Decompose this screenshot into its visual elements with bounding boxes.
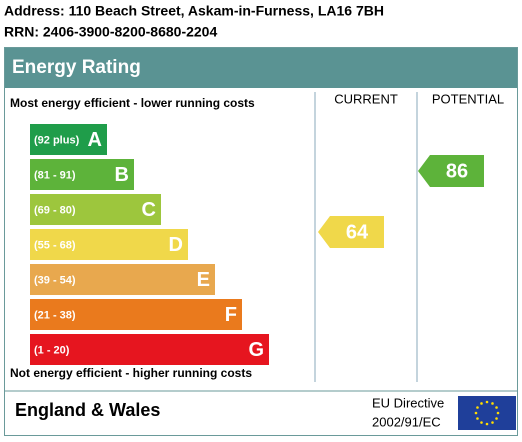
address: Address: 110 Beach Street, Askam-in-Furn… bbox=[4, 3, 384, 19]
star bbox=[495, 417, 498, 420]
star bbox=[496, 411, 500, 415]
frame bbox=[4, 47, 518, 436]
band-range: (21 - 38) bbox=[34, 309, 76, 321]
band-range: (69 - 80) bbox=[34, 204, 76, 216]
rating-arrow bbox=[318, 216, 384, 248]
bottom-label: Not energy efficient - higher running co… bbox=[10, 366, 252, 380]
band-letter: G bbox=[248, 339, 264, 361]
directive: 2002/91/EC bbox=[372, 414, 441, 429]
band-range: (81 - 91) bbox=[34, 169, 76, 181]
band-letter: F bbox=[225, 304, 237, 326]
band bbox=[30, 264, 215, 295]
star bbox=[480, 421, 483, 424]
rating-value: 86 bbox=[446, 160, 468, 182]
band bbox=[30, 194, 161, 225]
band-range: (39 - 54) bbox=[34, 274, 76, 286]
band-range: (55 - 68) bbox=[34, 239, 76, 251]
star bbox=[491, 402, 494, 405]
band-range: (1 - 20) bbox=[34, 344, 70, 356]
star bbox=[491, 421, 494, 424]
star bbox=[476, 417, 479, 420]
rating-value: 64 bbox=[346, 221, 369, 243]
star bbox=[495, 406, 498, 409]
top-label: Most energy efficient - lower running co… bbox=[10, 96, 255, 110]
directive: EU Directive bbox=[372, 395, 444, 410]
band bbox=[30, 159, 134, 190]
band bbox=[30, 299, 242, 330]
star bbox=[476, 406, 479, 409]
region: England & Wales bbox=[15, 400, 160, 420]
band-letter: C bbox=[142, 199, 156, 221]
star bbox=[474, 411, 478, 415]
band-letter: D bbox=[169, 234, 183, 256]
title-bar bbox=[5, 48, 517, 88]
band bbox=[30, 124, 107, 155]
band-range: (92 plus) bbox=[34, 134, 80, 146]
star bbox=[480, 402, 483, 405]
potential-header: POTENTIAL bbox=[432, 91, 504, 106]
rating-arrow bbox=[418, 155, 484, 187]
rrn: RRN: 2406-3900-8200-8680-2204 bbox=[4, 24, 217, 40]
band bbox=[30, 334, 269, 365]
star bbox=[485, 422, 489, 426]
band bbox=[30, 229, 188, 260]
current-header: CURRENT bbox=[334, 91, 398, 106]
band-letter: B bbox=[115, 164, 129, 186]
band-letter: A bbox=[88, 129, 102, 151]
band-letter: E bbox=[197, 269, 210, 291]
star bbox=[485, 400, 489, 404]
eu-stars bbox=[474, 400, 500, 426]
title: Energy Rating bbox=[12, 57, 141, 78]
